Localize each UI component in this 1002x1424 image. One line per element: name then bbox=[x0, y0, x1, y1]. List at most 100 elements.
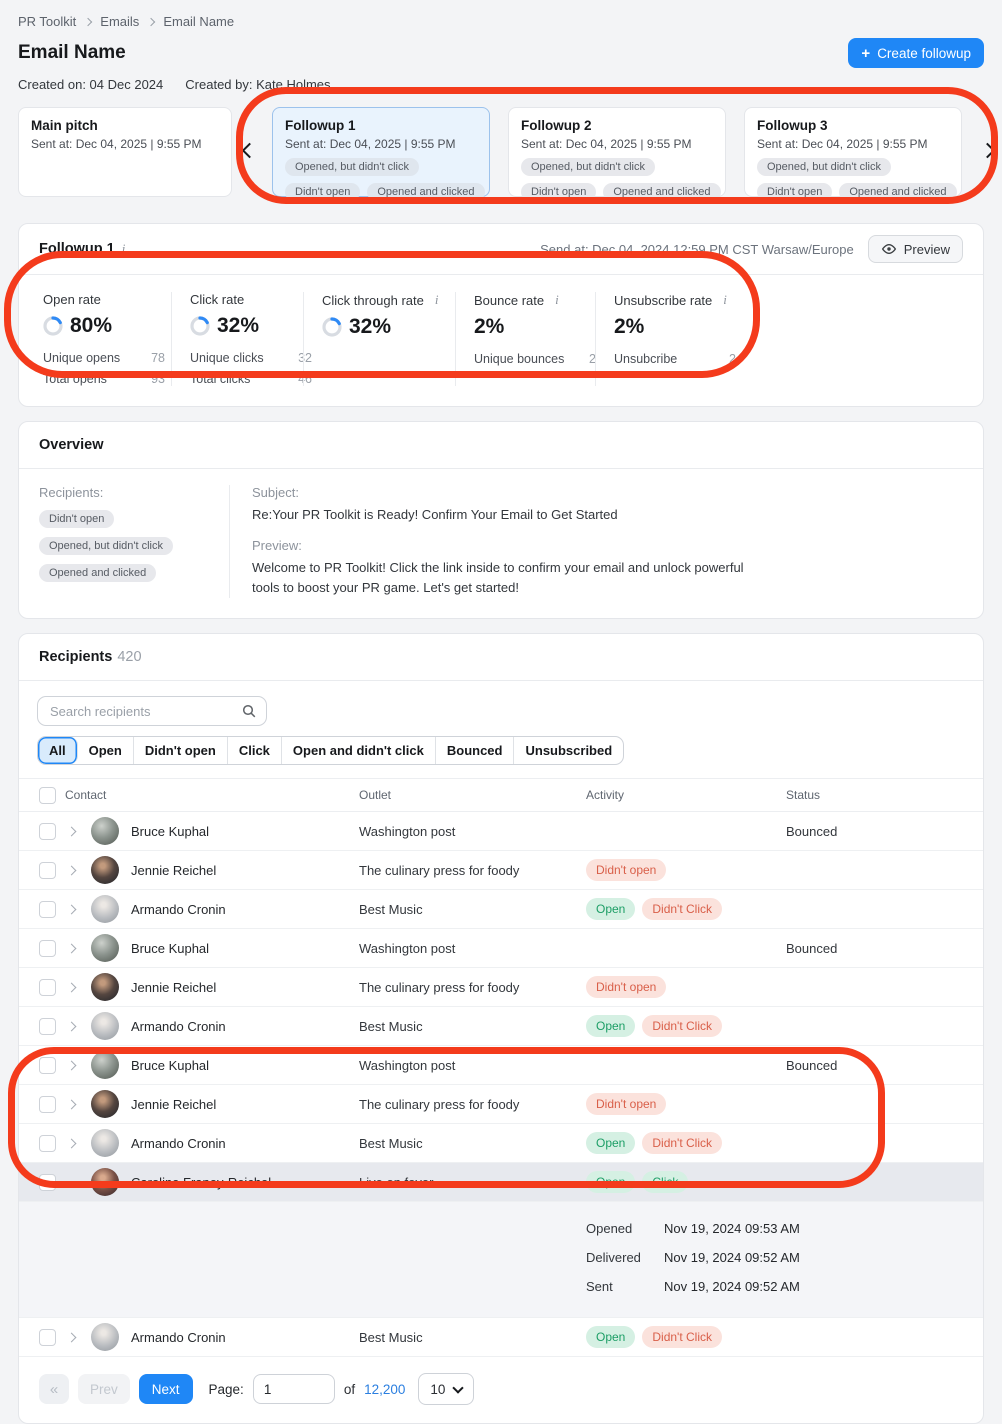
column-header-outlet: Outlet bbox=[359, 788, 392, 803]
stat-sub-value: 93 bbox=[151, 372, 165, 386]
row-checkbox[interactable] bbox=[39, 1017, 56, 1035]
create-followup-button[interactable]: + Create followup bbox=[848, 38, 984, 68]
stat-value: 32% bbox=[349, 315, 392, 338]
info-icon[interactable]: i bbox=[555, 292, 559, 307]
table-row[interactable]: Bruce Kuphal Washington post Bounced bbox=[19, 812, 983, 852]
contact-cell: Armando Cronin bbox=[91, 1129, 359, 1158]
row-checkbox[interactable] bbox=[39, 900, 56, 918]
chevron-right-icon[interactable] bbox=[66, 982, 77, 993]
row-checkbox[interactable] bbox=[39, 861, 56, 879]
table-row[interactable]: Jennie Reichel The culinary press for foo… bbox=[19, 1085, 983, 1125]
contact-cell: Bruce Kuphal bbox=[91, 817, 359, 846]
table-row[interactable]: Armando Cronin Best Music Open Didn't Click bbox=[19, 1007, 983, 1047]
row-checkbox[interactable] bbox=[39, 1328, 56, 1346]
column-header-contact: Contact bbox=[65, 788, 107, 803]
stat-sub-value: 78 bbox=[151, 351, 165, 365]
stat-subrow: Unique bounces 2 bbox=[474, 352, 596, 366]
preview-text: Welcome to PR Toolkit! Click the link in… bbox=[252, 560, 744, 596]
filter-bounced[interactable]: Bounced bbox=[436, 737, 515, 765]
contact-name: Armando Cronin bbox=[131, 1135, 226, 1151]
table-row[interactable]: Bruce Kuphal Washington post Bounced bbox=[19, 1046, 983, 1086]
filter-didn-t-open[interactable]: Didn't open bbox=[134, 737, 228, 765]
chevron-right-icon[interactable] bbox=[66, 865, 77, 876]
filter-click[interactable]: Click bbox=[228, 737, 282, 765]
followup-card[interactable]: Main pitch Sent at: Dec 04, 2025 | 9:55 P… bbox=[18, 107, 232, 197]
row-checkbox[interactable] bbox=[39, 1134, 56, 1152]
chevron-right-icon[interactable] bbox=[66, 1138, 77, 1149]
followup-card[interactable]: Followup 3 Sent at: Dec 04, 2025 | 9:55 P… bbox=[744, 107, 962, 201]
table-row[interactable]: Armando Cronin Best Music Open Didn't Click bbox=[19, 1318, 983, 1358]
preview-button[interactable]: Preview bbox=[867, 235, 963, 263]
table-row[interactable]: Bruce Kuphal Washington post Bounced bbox=[19, 929, 983, 969]
row-checkbox[interactable] bbox=[39, 978, 56, 996]
breadcrumb-item[interactable]: Emails bbox=[100, 14, 140, 29]
outlet-name: The culinary press for foody bbox=[359, 1096, 520, 1112]
total-pages-link[interactable]: 12,200 bbox=[364, 1381, 406, 1397]
stat-value-row: 32% bbox=[322, 315, 443, 339]
card-tag-row: Didn't open Opened and clicked bbox=[757, 183, 957, 201]
page-size-select[interactable]: 10 bbox=[418, 1373, 475, 1406]
row-checkbox[interactable] bbox=[39, 822, 56, 840]
prev-page-button[interactable]: Prev bbox=[78, 1374, 130, 1405]
chevron-down-icon[interactable] bbox=[66, 1177, 77, 1188]
filter-all[interactable]: All bbox=[38, 737, 78, 765]
search-input[interactable] bbox=[48, 702, 242, 720]
overview-title: Overview bbox=[39, 437, 104, 453]
first-page-button[interactable]: « bbox=[39, 1374, 69, 1405]
row-checkbox[interactable] bbox=[39, 939, 56, 957]
created-on: Created on: 04 Dec 2024 bbox=[18, 77, 164, 92]
row-checkbox[interactable] bbox=[39, 1056, 56, 1074]
stat-subrow: Unique opens 78 bbox=[43, 351, 165, 365]
carousel-next-icon[interactable] bbox=[979, 142, 996, 159]
stat-value-row: 2% bbox=[614, 315, 773, 339]
activity-pill: Didn't Click bbox=[642, 898, 722, 921]
chevron-right-icon[interactable] bbox=[66, 826, 77, 837]
row-checkbox[interactable] bbox=[39, 1095, 56, 1113]
double-chevron-left-icon: « bbox=[49, 1380, 59, 1398]
chevron-right-icon[interactable] bbox=[66, 943, 77, 954]
contact-cell: Caroline Franey-Reichel bbox=[91, 1168, 359, 1197]
filter-unsubscribed[interactable]: Unsubscribed bbox=[525, 743, 613, 759]
table-row[interactable]: Jennie Reichel The culinary press for foo… bbox=[19, 968, 983, 1008]
contact-cell: Jennie Reichel bbox=[91, 1090, 359, 1119]
stat-value: 2% bbox=[474, 315, 505, 338]
stat-value: 32% bbox=[217, 314, 260, 337]
chevron-right-icon[interactable] bbox=[66, 1021, 77, 1032]
carousel-prev-icon[interactable] bbox=[241, 142, 258, 159]
table-row[interactable]: Armando Cronin Best Music Open Didn't Click bbox=[19, 890, 983, 930]
info-icon[interactable]: i bbox=[723, 292, 727, 307]
stat-value-row: 32% bbox=[190, 314, 291, 338]
chevron-right-icon[interactable] bbox=[66, 1332, 77, 1343]
info-icon[interactable]: i bbox=[434, 292, 439, 307]
recipients-title-text: Recipients bbox=[39, 649, 113, 666]
chevron-right-icon[interactable] bbox=[66, 1060, 77, 1071]
table-row[interactable]: Armando Cronin Best Music Open Didn't Click bbox=[19, 1124, 983, 1164]
page-label: Page: bbox=[208, 1381, 244, 1397]
table-body: Bruce Kuphal Washington post Bounced Jennie… bbox=[19, 812, 983, 1358]
activity-pill: Open bbox=[586, 1015, 636, 1038]
page-number-input[interactable] bbox=[252, 1374, 335, 1405]
outlet-name: Washington post bbox=[359, 1057, 456, 1073]
chevron-down-icon bbox=[452, 1382, 465, 1394]
followup-card[interactable]: Followup 2 Sent at: Dec 04, 2025 | 9:55 P… bbox=[508, 107, 726, 201]
activity-pill: Didn't open bbox=[586, 1093, 667, 1116]
stat-subrow: Unique clicks 32 bbox=[190, 351, 312, 365]
search-box bbox=[37, 696, 267, 727]
filter-open[interactable]: Open bbox=[78, 737, 134, 765]
donut-gauge-icon bbox=[190, 316, 210, 336]
activity-cell: Didn't open bbox=[586, 859, 786, 882]
table-row[interactable]: Jennie Reichel The culinary press for foo… bbox=[19, 851, 983, 891]
filter-open-and-didn-t-click[interactable]: Open and didn't click bbox=[282, 737, 436, 765]
followup-card[interactable]: Followup 1 Sent at: Dec 04, 2025 | 9:55 P… bbox=[272, 107, 490, 201]
row-checkbox[interactable] bbox=[39, 1173, 56, 1191]
breadcrumb-item[interactable]: PR Toolkit bbox=[18, 14, 77, 29]
chevron-right-icon[interactable] bbox=[66, 1099, 77, 1110]
next-page-button[interactable]: Next bbox=[138, 1374, 193, 1405]
select-all-checkbox[interactable] bbox=[39, 786, 56, 804]
table-row[interactable]: Caroline Franey-Reichel Live on fever Open… bbox=[19, 1163, 983, 1203]
card-tag-row: Didn't open Opened and clicked bbox=[521, 183, 721, 201]
stat-value: 80% bbox=[70, 314, 113, 337]
info-icon[interactable]: i bbox=[121, 241, 126, 256]
chevron-right-icon[interactable] bbox=[66, 904, 77, 915]
contact-name: Bruce Kuphal bbox=[131, 940, 210, 956]
